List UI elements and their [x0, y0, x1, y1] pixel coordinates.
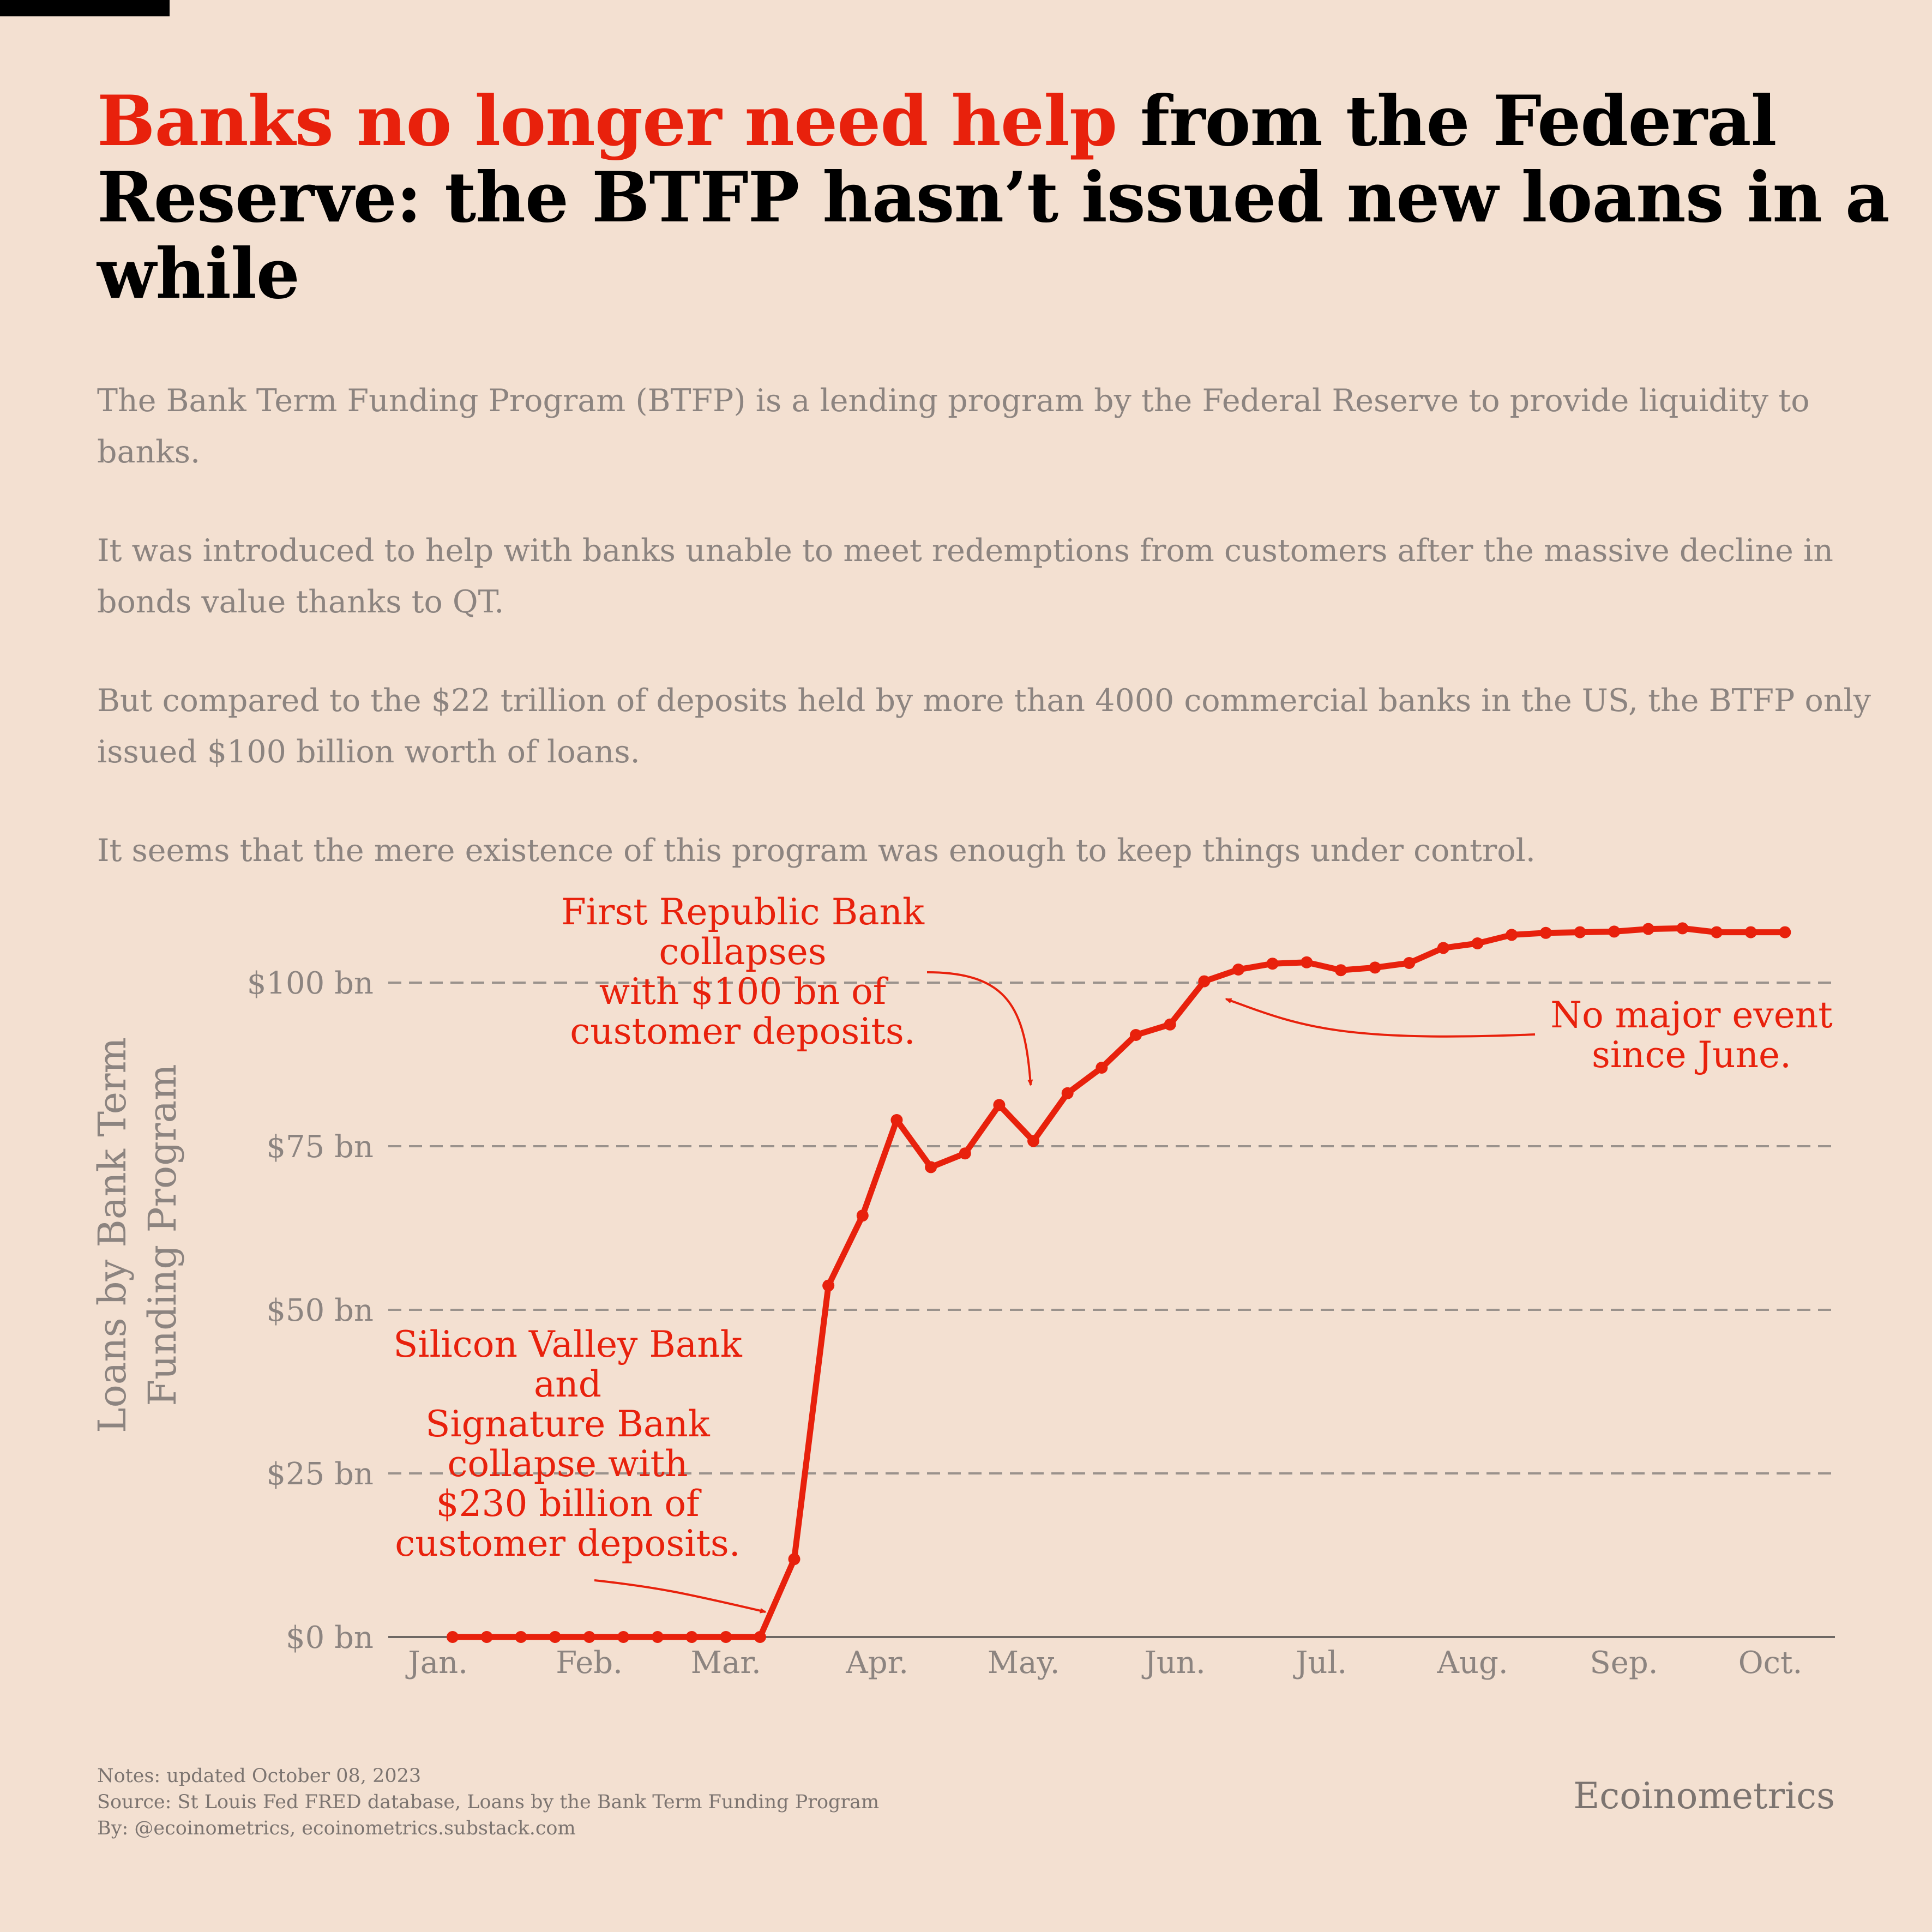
brand-logo-text: Ecoinometrics	[1573, 1775, 1835, 1817]
ytick-label-100: $100 bn	[247, 966, 374, 1001]
annotation-arrows	[594, 971, 1536, 1614]
arrow-first-republic	[926, 971, 1033, 1086]
data-point	[1642, 923, 1654, 935]
xtick-label-feb: Feb.	[556, 1645, 623, 1681]
data-point	[1096, 1062, 1108, 1074]
data-point	[1130, 1029, 1142, 1041]
data-point	[1574, 926, 1586, 938]
data-point	[1471, 937, 1484, 949]
axes: $0 bn $25 bn $50 bn $75 bn $100 bn Jan. Feb. Ma…	[90, 966, 1835, 1681]
annotation-no-major-event: No major event since June.	[1550, 994, 1833, 1076]
subtitle-paragraph-4: It seems that the mere existence of this…	[97, 833, 1536, 869]
data-point	[1506, 929, 1518, 941]
xtick-label-sep: Sep.	[1590, 1645, 1658, 1681]
xtick-label-apr: Apr.	[845, 1645, 908, 1681]
notes-text: Notes: updated October 08, 2023	[97, 1765, 422, 1787]
data-point	[720, 1631, 732, 1643]
xtick-label-oct: Oct.	[1738, 1645, 1803, 1681]
xtick-label-aug: Aug.	[1436, 1645, 1508, 1681]
y-axis-title: Loans by Bank Term Funding Program	[90, 1037, 185, 1433]
subtitle-paragraph-2: It was introduced to help with banks una…	[97, 533, 1833, 620]
data-point	[685, 1631, 698, 1643]
arrow-svb-signature	[594, 1579, 767, 1614]
data-point	[651, 1631, 664, 1643]
data-point	[788, 1553, 801, 1566]
grid-lines	[388, 982, 1835, 1474]
ytick-label-50: $50 bn	[266, 1293, 374, 1328]
data-point	[925, 1161, 937, 1173]
data-point	[1437, 942, 1449, 954]
data-point	[1403, 957, 1416, 969]
annotation-svb-signature: Silicon Valley Bank and Signature Bank coll…	[393, 1323, 743, 1564]
data-point	[1744, 926, 1757, 938]
data-point	[1061, 1087, 1074, 1099]
annotations: First Republic Bank collapses with $100 bn…	[393, 891, 1833, 1564]
data-point	[515, 1631, 527, 1643]
byline-text: By: @ecoinometrics, ecoinometrics.substa…	[97, 1817, 576, 1839]
annotation-first-republic: First Republic Bank collapses with $100 bn…	[561, 891, 925, 1052]
data-point	[1779, 926, 1791, 938]
data-point	[617, 1631, 630, 1643]
subtitle-paragraph-1: The Bank Term Funding Program (BTFP) is …	[97, 383, 1810, 470]
ytick-label-25: $25 bn	[266, 1456, 374, 1492]
data-point	[1027, 1135, 1040, 1147]
data-point	[822, 1279, 835, 1292]
data-point	[1334, 964, 1347, 977]
data-point	[1711, 926, 1723, 938]
data-point	[480, 1631, 493, 1643]
data-point	[1266, 958, 1279, 970]
subtitle-paragraph-3: But compared to the $22 trillion of depo…	[97, 683, 1871, 770]
subtitle: The Bank Term Funding Program (BTFP) is …	[97, 375, 1913, 876]
data-point	[549, 1631, 561, 1643]
series-line	[449, 925, 1788, 1640]
data-point	[1676, 922, 1689, 935]
data-point	[1608, 925, 1621, 938]
series-btfp-loans	[447, 922, 1791, 1643]
data-point	[754, 1631, 766, 1643]
data-point	[890, 1114, 903, 1126]
data-point	[1198, 975, 1211, 988]
data-point	[856, 1209, 869, 1222]
title-accent: Banks no longer need help	[97, 81, 1117, 161]
data-point	[993, 1099, 1006, 1111]
data-point	[1369, 961, 1381, 974]
xtick-label-jun: Jun.	[1141, 1645, 1205, 1681]
arrow-no-major-event	[1225, 998, 1536, 1038]
data-point	[1164, 1018, 1176, 1031]
data-point	[1232, 964, 1244, 976]
xtick-label-mar: Mar.	[691, 1645, 761, 1681]
corner-bar	[0, 0, 170, 16]
page-title: Banks no longer need help from the Feder…	[97, 83, 1897, 312]
data-point	[583, 1631, 595, 1643]
data-point	[1539, 926, 1552, 939]
ytick-label-0: $0 bn	[286, 1620, 374, 1656]
xtick-label-jan: Jan.	[405, 1645, 468, 1681]
footer-notes: Notes: updated October 08, 2023 Source: …	[97, 1763, 879, 1841]
ytick-label-75: $75 bn	[266, 1129, 374, 1165]
source-text: Source: St Louis Fed FRED database, Loan…	[97, 1791, 880, 1813]
xtick-label-may: May.	[988, 1645, 1060, 1681]
data-point	[959, 1147, 971, 1160]
title-rest: from the Federal Reserve: the BTFP hasn’…	[97, 81, 1890, 314]
data-point	[447, 1631, 459, 1643]
data-point	[1301, 956, 1313, 968]
xtick-label-jul: Jul.	[1293, 1645, 1347, 1681]
